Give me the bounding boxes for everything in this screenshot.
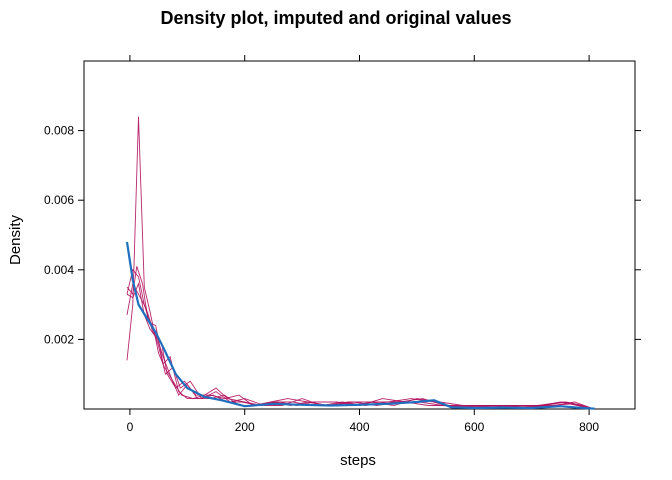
x-tick-label: 400 <box>349 420 369 434</box>
x-axis-label: steps <box>340 452 376 469</box>
x-tick-label: 600 <box>464 420 484 434</box>
x-tick-label: 800 <box>579 420 599 434</box>
imputed-density-line <box>126 268 593 409</box>
series-layer <box>125 116 595 410</box>
imputed-density-line <box>126 282 590 409</box>
x-axis: 0 200 400 600 800 <box>127 55 599 434</box>
chart-title: Density plot, imputed and original value… <box>160 8 511 28</box>
x-tick-label: 0 <box>127 420 134 434</box>
y-axis: 0.002 0.004 0.006 0.008 <box>44 124 641 346</box>
imputed-density-line <box>126 116 590 409</box>
y-axis-label: Density <box>7 214 24 265</box>
original-density-line <box>125 241 595 410</box>
imputed-density-line <box>126 282 593 409</box>
y-tick-label: 0.008 <box>44 124 74 138</box>
imputed-density-line <box>126 266 593 409</box>
y-tick-label: 0.004 <box>44 263 74 277</box>
x-tick-label: 200 <box>235 420 255 434</box>
y-tick-label: 0.006 <box>44 193 74 207</box>
y-tick-label: 0.002 <box>44 332 74 346</box>
